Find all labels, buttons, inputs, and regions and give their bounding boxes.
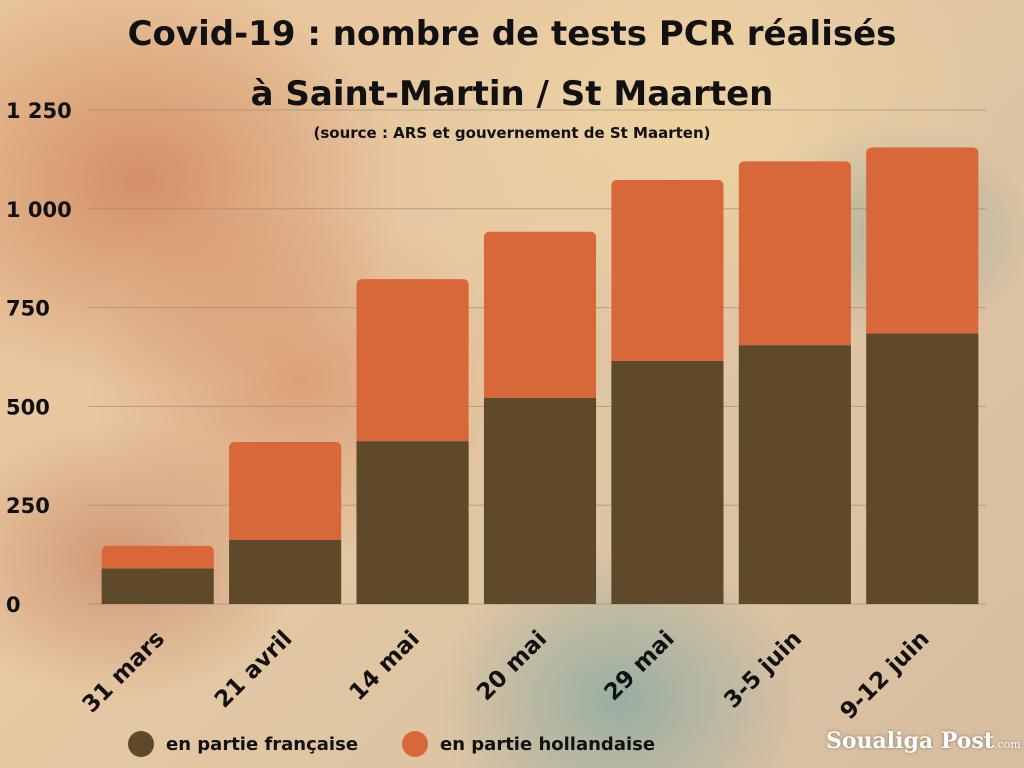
x-tick-label: 31 mars (78, 626, 170, 718)
bars (101, 147, 979, 604)
x-tick-label: 14 mai (345, 626, 425, 706)
brand-suffix: .com (994, 738, 1021, 751)
bar-segment-french (483, 397, 597, 604)
y-axis-ticks: 0 250 500 750 1 000 1 250 (6, 99, 72, 617)
legend-label-dutch: en partie hollandaise (440, 733, 656, 755)
bar-segment-dutch (866, 147, 979, 334)
bar-segment-dutch (229, 441, 342, 540)
x-tick-label: 29 mai (599, 626, 679, 706)
legend-label-french: en partie française (166, 733, 359, 755)
chart-subtitle: (source : ARS et gouvernement de St Maar… (313, 124, 711, 142)
bar-segment-french (356, 441, 469, 604)
bar-segment-french (611, 360, 724, 604)
chart-title-line-1: Covid-19 : nombre de tests PCR réalisés (127, 14, 897, 54)
legend-item-dutch: en partie hollandaise (402, 730, 655, 758)
y-tick-label: 500 (6, 395, 50, 419)
bar-segment-french (866, 333, 979, 604)
y-tick-label: 0 (6, 593, 21, 617)
y-tick-label: 1 000 (6, 198, 72, 222)
brand-logo: Soualiga Post.com (826, 728, 1021, 754)
legend-swatch-dutch (402, 731, 428, 757)
y-tick-label: 1 250 (6, 99, 72, 123)
y-tick-label: 250 (6, 494, 50, 518)
brand-name: Soualiga Post (826, 728, 994, 754)
legend-swatch-french (128, 731, 154, 757)
x-tick-label: 9-12 juin (835, 626, 934, 725)
x-tick-label: 20 mai (472, 626, 552, 706)
legend-item-french: en partie française (128, 730, 358, 758)
bar-segment-french (738, 345, 851, 604)
chart-title-line-2: à Saint-Martin / St Maarten (250, 74, 774, 114)
bar-segment-dutch (738, 161, 851, 346)
bar-segment-dutch (611, 179, 724, 361)
bar-segment-dutch (483, 231, 597, 398)
x-tick-label: 3-5 juin (719, 626, 807, 714)
bar-segment-dutch (101, 545, 214, 569)
x-axis-ticks: 31 mars 21 avril 14 mai 20 mai 29 mai 3-5 jui… (78, 626, 935, 725)
x-tick-label: 21 avril (210, 626, 297, 713)
bar-segment-french (229, 539, 342, 604)
bar-segment-dutch (356, 279, 469, 442)
bar-segment-french (101, 568, 214, 604)
y-tick-label: 750 (6, 297, 50, 321)
